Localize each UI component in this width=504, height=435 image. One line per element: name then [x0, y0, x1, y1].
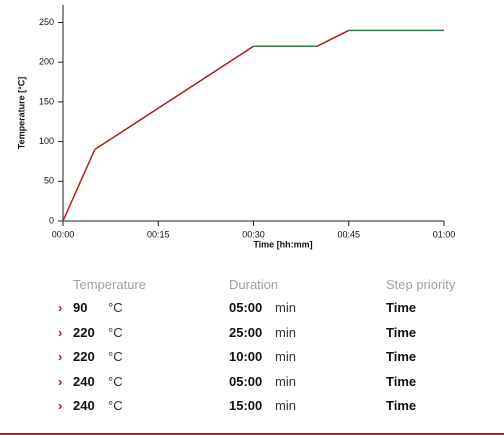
- cell: Time: [386, 398, 417, 414]
- y-axis-label: Temperature [°C]: [16, 77, 26, 149]
- x-tick-label: 01:00: [433, 229, 456, 239]
- cell: °C: [108, 300, 123, 315]
- cell: Time: [386, 349, 417, 365]
- cell: °C: [108, 349, 123, 365]
- profile-segment: [316, 29, 350, 47]
- cell: min: [275, 398, 296, 414]
- cell: Step priority: [386, 277, 456, 292]
- row-arrow: ›: [58, 300, 63, 315]
- cell: min: [275, 324, 296, 340]
- cell: 90: [73, 300, 88, 315]
- cell: 240: [73, 373, 95, 389]
- row-arrow: ›: [58, 398, 63, 414]
- table-header: Temperature Duration Step priority: [0, 277, 504, 297]
- cell: 10:00: [229, 349, 263, 365]
- y-tick-label: 100: [39, 136, 54, 146]
- profile-segment: [62, 149, 96, 222]
- cell: min: [275, 349, 296, 365]
- row-arrow: ›: [58, 373, 63, 389]
- cell: min: [275, 300, 296, 315]
- table-row: › 90 °C 05:00 min Time: [0, 300, 504, 320]
- cell: 240: [73, 398, 95, 414]
- profile-segment: [94, 45, 254, 151]
- y-tick-label: 150: [39, 96, 54, 106]
- x-tick-label: 00:45: [337, 229, 360, 239]
- cell: 220: [73, 324, 95, 340]
- y-tick-label: 50: [44, 176, 54, 186]
- x-tick-label: 00:00: [52, 229, 75, 239]
- table-row: › 220 °C 25:00 min Time: [0, 325, 504, 345]
- cell: 15:00: [229, 398, 263, 414]
- cell: 25:00: [229, 324, 263, 340]
- cell: °C: [108, 373, 123, 389]
- cell: 05:00: [229, 373, 263, 389]
- row-arrow: ›: [58, 324, 63, 340]
- x-tick-label: 00:15: [147, 229, 170, 239]
- table-row: › 220 °C 10:00 min Time: [0, 349, 504, 369]
- y-tick-label: 200: [39, 57, 54, 67]
- cell: Time: [386, 300, 417, 315]
- cell: Time: [386, 373, 417, 389]
- x-axis-label: Time [hh:mm]: [253, 239, 312, 249]
- cell: °C: [108, 398, 123, 414]
- cell: min: [275, 373, 296, 389]
- cell: °C: [108, 324, 123, 340]
- y-tick-label: 0: [49, 215, 54, 225]
- cell: Time: [386, 324, 417, 340]
- y-tick-label: 250: [39, 17, 54, 27]
- table-row: › 240 °C 15:00 min Time: [0, 398, 504, 418]
- cell: 220: [73, 349, 95, 365]
- row-arrow: ›: [58, 349, 63, 365]
- cell: Duration: [229, 277, 279, 292]
- cell: Temperature: [73, 277, 146, 292]
- chart: Time [hh:mm] Temperature [°C] 0 50 100 150 2…: [16, 5, 456, 249]
- x-tick-label: 00:30: [242, 229, 265, 239]
- table-row: › 240 °C 05:00 min Time: [0, 374, 504, 394]
- cell: 05:00: [229, 300, 263, 315]
